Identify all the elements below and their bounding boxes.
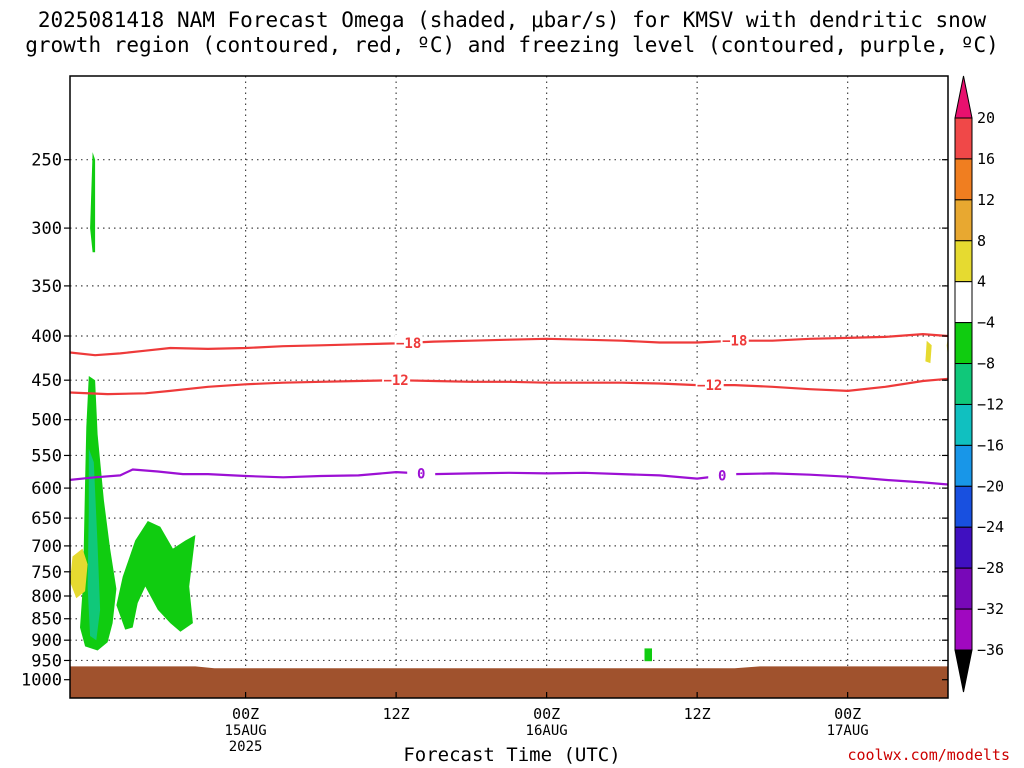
y-tick-label: 250 xyxy=(31,151,62,171)
x-tick-date: 15AUG xyxy=(225,723,267,739)
y-tick-label: 300 xyxy=(31,219,62,239)
colorbar-label: −32 xyxy=(977,600,1004,618)
y-tick-label: 950 xyxy=(31,651,62,671)
colorbar-segment xyxy=(954,363,973,405)
contour-label: −12 xyxy=(1011,373,1024,389)
title-line-1: 2025081418 NAM Forecast Omega (shaded, μ… xyxy=(37,8,987,32)
x-axis-title: Forecast Time (UTC) xyxy=(403,744,621,766)
colorbar-label: −20 xyxy=(977,477,1004,495)
omega-region xyxy=(70,548,88,599)
y-tick-label: 600 xyxy=(31,479,62,499)
y-tick-label: 1000 xyxy=(21,671,62,691)
y-tick-label: 900 xyxy=(31,631,62,651)
colorbar-segment xyxy=(954,403,973,446)
omega-region xyxy=(925,340,932,364)
contour-label: −18 xyxy=(396,336,421,352)
contour-label: 0 xyxy=(718,469,726,485)
colorbar-segment xyxy=(954,608,973,651)
x-tick-label: 00Z xyxy=(533,705,560,723)
contour-label: 0 xyxy=(417,466,425,482)
colorbar-segment xyxy=(954,281,973,324)
colorbar-label: −24 xyxy=(977,518,1004,536)
colorbar-label: −16 xyxy=(977,436,1004,454)
contour-label: −18 xyxy=(722,334,747,350)
colorbar-segment xyxy=(954,526,973,569)
colorbar: 20 16 12 8 4 −4 −8 −12 −16 −20 −24 −28 −32 −36 xyxy=(954,75,1004,693)
y-tick-label: 450 xyxy=(31,371,62,391)
contour-label: −12 xyxy=(383,373,408,389)
colorbar-bottom-arrow xyxy=(954,649,973,693)
colorbar-label: −4 xyxy=(977,314,995,332)
colorbar-segment xyxy=(954,567,973,610)
watermark: coolwx.com/modelts xyxy=(847,746,1010,764)
colorbar-segment xyxy=(954,240,973,283)
omega-region xyxy=(116,521,196,632)
contours: −18−18−18−12−12−12000 xyxy=(70,332,1024,486)
contour-line xyxy=(70,468,948,486)
colorbar-label: 4 xyxy=(977,273,986,291)
y-tick-label: 750 xyxy=(31,563,62,583)
y-tick-label: 650 xyxy=(31,509,62,529)
colorbar-label: −36 xyxy=(977,641,1004,659)
colorbar-label: 8 xyxy=(977,232,986,250)
colorbar-segment xyxy=(954,117,973,160)
colorbar-segment xyxy=(954,322,973,365)
y-tick-label: 500 xyxy=(31,411,62,431)
y-tick-label: 800 xyxy=(31,587,62,607)
x-tick-year: 2025 xyxy=(229,739,263,755)
colorbar-top-arrow xyxy=(954,75,973,119)
contour-line xyxy=(70,377,948,396)
title-line-2: growth region (contoured, red, ºC) and f… xyxy=(25,33,999,57)
colorbar-label: 12 xyxy=(977,191,995,209)
plot-frame xyxy=(69,75,949,699)
chart-title: 2025081418 NAM Forecast Omega (shaded, μ… xyxy=(0,8,1024,58)
y-tick-label: 850 xyxy=(31,610,62,630)
y-tick-label: 700 xyxy=(31,537,62,557)
colorbar-label: −28 xyxy=(977,559,1004,577)
omega-region xyxy=(90,152,96,253)
colorbar-label: −12 xyxy=(977,395,1004,413)
x-tick-label: 00Z xyxy=(232,705,259,723)
colorbar-label: −8 xyxy=(977,355,995,373)
y-tick-label: 350 xyxy=(31,277,62,297)
omega-region xyxy=(644,648,652,662)
colorbar-segment xyxy=(954,158,973,201)
omega-region xyxy=(87,448,101,641)
contour-line xyxy=(70,333,948,357)
x-tick-label: 12Z xyxy=(383,705,410,723)
x-tick-label: 00Z xyxy=(834,705,861,723)
colorbar-segment xyxy=(954,444,973,487)
y-tick-label: 400 xyxy=(31,327,62,347)
x-tick-date: 17AUG xyxy=(827,723,869,739)
ground xyxy=(70,666,948,698)
colorbar-label: 16 xyxy=(977,150,995,168)
x-tick-label: 12Z xyxy=(684,705,711,723)
colorbar-segment xyxy=(954,485,973,528)
omega-shading xyxy=(70,152,948,662)
colorbar-segment xyxy=(954,199,973,242)
y-tick-label: 550 xyxy=(31,446,62,466)
colorbar-label: 20 xyxy=(977,109,995,127)
contour-label: −12 xyxy=(697,378,722,394)
x-tick-date: 16AUG xyxy=(526,723,568,739)
